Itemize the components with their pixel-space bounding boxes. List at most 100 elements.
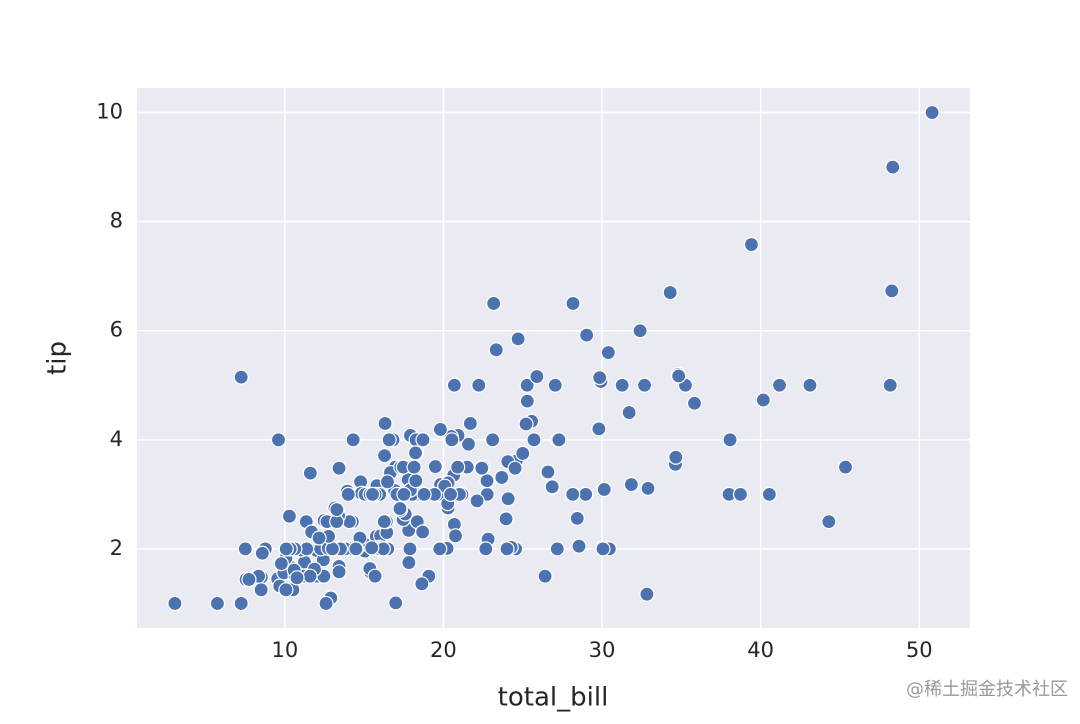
point xyxy=(167,595,183,612)
y-axis-label: tip xyxy=(43,341,73,375)
point xyxy=(882,377,898,393)
point xyxy=(544,479,560,495)
point xyxy=(233,369,249,385)
point xyxy=(623,476,639,493)
point xyxy=(376,448,393,464)
point xyxy=(486,295,502,312)
point xyxy=(565,486,581,502)
point xyxy=(340,486,356,502)
point xyxy=(479,473,495,489)
point xyxy=(494,469,510,486)
point xyxy=(324,541,341,557)
point xyxy=(499,541,515,557)
point xyxy=(529,368,545,385)
point xyxy=(571,538,587,554)
point xyxy=(821,514,837,530)
point xyxy=(253,582,269,598)
y-tick-label: 6 xyxy=(110,318,123,342)
point xyxy=(427,458,443,475)
point xyxy=(578,486,594,502)
x-tick-label: 20 xyxy=(430,638,457,662)
point xyxy=(579,327,595,343)
point xyxy=(406,459,422,475)
point xyxy=(884,283,900,299)
plot-area xyxy=(137,88,970,628)
x-tick-label: 10 xyxy=(271,638,298,662)
point xyxy=(569,510,585,526)
point xyxy=(722,432,738,448)
point xyxy=(592,370,608,386)
point xyxy=(273,556,289,572)
point xyxy=(526,432,542,448)
point xyxy=(837,459,854,475)
point xyxy=(519,393,535,409)
point xyxy=(686,395,703,411)
point xyxy=(329,502,345,518)
point xyxy=(640,480,656,496)
point xyxy=(498,511,514,527)
point xyxy=(278,541,294,557)
point xyxy=(549,541,565,557)
point xyxy=(460,436,477,452)
point xyxy=(662,284,678,301)
point xyxy=(364,486,381,502)
points xyxy=(167,104,940,612)
point xyxy=(450,459,466,475)
point xyxy=(432,421,449,438)
point xyxy=(281,508,298,524)
point xyxy=(348,541,364,557)
point xyxy=(415,524,431,540)
point xyxy=(415,432,431,448)
y-tick-label: 4 xyxy=(110,427,123,451)
point xyxy=(632,323,648,339)
point xyxy=(302,568,318,584)
point xyxy=(802,377,818,393)
point xyxy=(447,528,464,544)
point xyxy=(414,576,430,592)
point xyxy=(518,416,534,432)
point xyxy=(407,445,424,461)
point xyxy=(302,465,318,481)
point xyxy=(345,432,361,448)
point xyxy=(755,392,771,408)
point xyxy=(469,493,485,509)
point xyxy=(761,486,777,502)
point xyxy=(446,377,462,393)
point xyxy=(596,481,612,498)
point xyxy=(500,491,516,507)
point xyxy=(924,104,940,121)
point xyxy=(474,460,490,476)
point xyxy=(540,464,556,480)
point xyxy=(331,564,347,580)
point xyxy=(377,415,393,432)
point xyxy=(488,342,504,358)
point xyxy=(515,445,531,462)
point xyxy=(408,473,424,489)
point xyxy=(471,377,487,393)
point xyxy=(331,460,347,476)
point xyxy=(289,570,305,586)
point xyxy=(432,541,448,557)
point xyxy=(318,595,334,612)
point xyxy=(254,545,270,561)
point xyxy=(771,377,788,393)
point xyxy=(668,449,684,465)
point xyxy=(278,582,294,598)
point xyxy=(388,595,404,611)
point xyxy=(537,568,553,584)
x-tick-label: 50 xyxy=(906,638,933,662)
point xyxy=(379,474,396,490)
point xyxy=(462,415,478,432)
point xyxy=(396,486,412,502)
point xyxy=(367,568,383,584)
point xyxy=(270,432,287,448)
point xyxy=(484,432,501,448)
point xyxy=(416,486,432,502)
watermark: @稀土掘金技术社区 xyxy=(906,679,1068,700)
point xyxy=(565,295,581,312)
point xyxy=(600,344,616,361)
point xyxy=(311,530,327,546)
point xyxy=(732,486,749,502)
